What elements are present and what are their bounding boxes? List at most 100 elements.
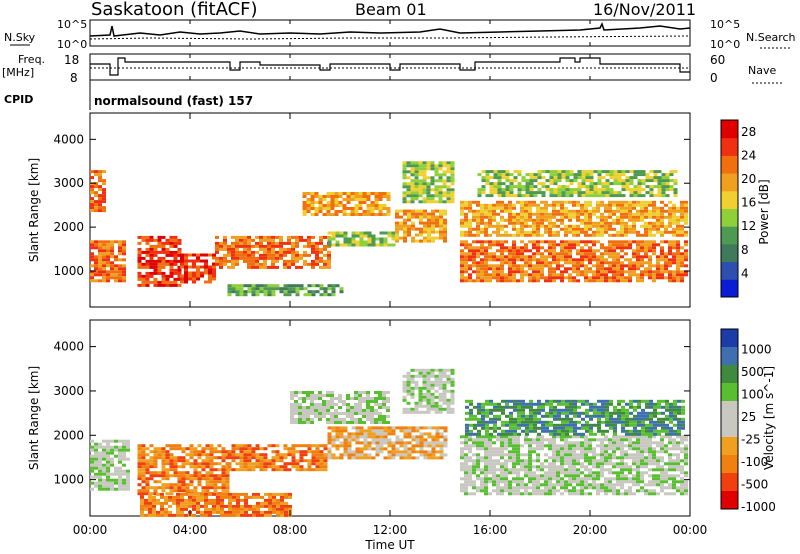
heatmap-cell xyxy=(552,249,556,253)
heatmap-cell xyxy=(580,212,584,216)
heatmap-cell xyxy=(148,510,152,514)
heatmap-cell xyxy=(434,179,439,183)
heatmap-cell xyxy=(410,200,415,204)
heatmap-cell xyxy=(176,507,180,511)
heatmap-cell xyxy=(362,195,367,198)
heatmap-cell xyxy=(427,441,432,445)
heatmap-cell xyxy=(629,182,634,186)
heatmap-cell xyxy=(560,203,564,207)
heatmap-cell xyxy=(221,471,226,475)
heatmap-cell xyxy=(604,267,608,271)
heatmap-cell xyxy=(644,447,648,451)
heatmap-cell xyxy=(383,231,388,235)
heatmap-cell xyxy=(165,280,170,284)
heatmap-cell xyxy=(556,480,560,484)
heatmap-cell xyxy=(102,249,106,253)
heatmap-cell xyxy=(580,462,584,466)
heatmap-cell xyxy=(532,240,536,244)
heatmap-cell xyxy=(279,256,283,260)
heatmap-cell xyxy=(370,397,374,400)
heatmap-cell xyxy=(532,276,536,280)
heatmap-cell xyxy=(94,466,98,470)
heatmap-cell xyxy=(672,276,676,280)
heatmap-cell xyxy=(528,465,532,469)
heatmap-cell xyxy=(422,161,427,165)
heatmap-cell xyxy=(358,394,362,397)
heatmap-cell xyxy=(576,279,580,283)
heatmap-cell xyxy=(205,459,210,463)
heatmap-cell xyxy=(415,438,420,442)
heatmap-cell xyxy=(672,243,676,247)
heatmap-cell xyxy=(358,400,362,403)
heatmap-cell xyxy=(597,173,602,177)
heatmap-cell xyxy=(660,230,664,234)
heatmap-cell xyxy=(343,426,348,430)
heatmap-cell xyxy=(549,182,554,186)
heatmap-cell xyxy=(532,243,536,247)
heatmap-cell xyxy=(223,238,227,242)
heatmap-cell xyxy=(660,240,664,244)
heatmap-cell xyxy=(267,256,271,260)
heatmap-cell xyxy=(439,221,443,225)
heatmap-cell xyxy=(165,241,170,245)
heatmap-cell xyxy=(153,268,158,272)
heatmap-cell xyxy=(387,441,392,445)
heatmap-cell xyxy=(648,483,652,487)
heatmap-cell xyxy=(169,283,174,287)
heatmap-cell xyxy=(442,200,447,204)
heatmap-cell xyxy=(504,230,508,234)
heatmap-cell xyxy=(652,462,656,466)
heatmap-cell xyxy=(378,418,382,421)
heatmap-cell xyxy=(251,450,256,454)
heatmap-cell xyxy=(504,273,508,277)
heatmap-cell xyxy=(271,287,276,291)
heatmap-cell xyxy=(600,453,604,457)
heatmap-cell xyxy=(414,410,419,414)
heatmap-cell xyxy=(648,435,652,439)
heatmap-cell xyxy=(327,259,331,263)
heatmap-cell xyxy=(236,498,240,502)
heatmap-cell xyxy=(439,209,443,213)
heatmap-cell xyxy=(497,191,502,195)
heatmap-cell xyxy=(528,230,532,234)
heatmap-cell xyxy=(564,243,568,247)
heatmap-cell xyxy=(652,200,656,204)
heatmap-cell xyxy=(402,197,407,201)
heatmap-cell xyxy=(94,185,98,189)
heatmap-cell xyxy=(460,221,464,225)
heatmap-cell xyxy=(251,447,256,451)
heatmap-cell xyxy=(636,462,640,466)
y-tick-label: 1000 xyxy=(53,264,84,278)
heatmap-cell xyxy=(545,170,550,174)
heatmap-cell xyxy=(524,249,528,253)
heatmap-cell xyxy=(268,504,272,508)
heatmap-cell xyxy=(260,495,264,499)
heatmap-cell xyxy=(272,504,276,508)
heatmap-cell xyxy=(291,453,296,457)
heatmap-cell xyxy=(632,224,636,228)
heatmap-cell xyxy=(334,409,338,412)
heatmap-cell xyxy=(152,498,156,502)
heatmap-cell xyxy=(169,265,174,269)
heatmap-cell xyxy=(536,221,540,225)
heatmap-cell xyxy=(406,194,411,198)
heatmap-cell xyxy=(375,243,380,247)
heatmap-cell xyxy=(153,259,158,263)
heatmap-cell xyxy=(196,495,200,499)
heatmap-cell xyxy=(243,450,248,454)
heatmap-cell xyxy=(314,192,319,195)
heatmap-cell xyxy=(426,197,431,201)
heatmap-cell xyxy=(504,258,508,262)
heatmap-cell xyxy=(657,182,662,186)
heatmap-cell xyxy=(493,173,498,177)
heatmap-cell xyxy=(196,277,200,281)
heatmap-cell xyxy=(189,453,194,457)
heatmap-cell xyxy=(283,462,288,466)
heatmap-cell xyxy=(464,447,468,451)
heatmap-cell xyxy=(149,450,154,454)
heatmap-cell xyxy=(525,179,530,183)
heatmap-cell xyxy=(616,465,620,469)
heatmap-cell xyxy=(620,255,624,259)
heatmap-cell xyxy=(565,194,570,198)
heatmap-cell xyxy=(157,259,162,263)
